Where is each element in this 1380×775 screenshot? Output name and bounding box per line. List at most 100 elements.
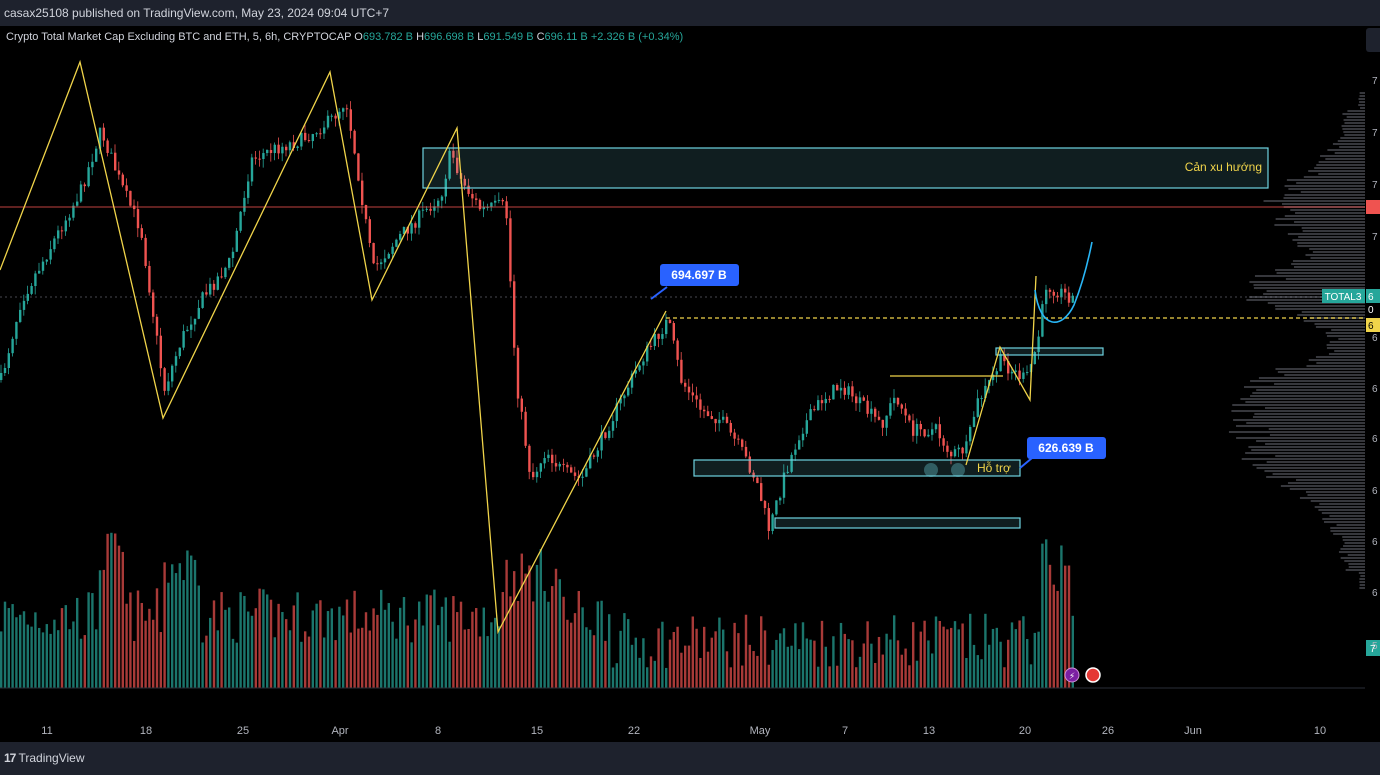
candle-body <box>68 217 71 221</box>
candle-body <box>193 318 197 325</box>
volume-profile-row <box>1287 233 1365 235</box>
volume-bar <box>718 617 721 688</box>
volume-profile-row <box>1236 437 1365 439</box>
candle-body <box>562 463 565 465</box>
candle-body <box>999 354 1002 372</box>
volume-profile-row <box>1308 170 1365 172</box>
volume-bar <box>95 629 98 688</box>
time-axis-label: 20 <box>1019 725 1031 737</box>
candle-body <box>121 174 124 186</box>
candle-body <box>912 420 915 436</box>
candle-body <box>623 395 626 399</box>
candle-body <box>57 230 60 239</box>
volume-profile-row <box>1342 128 1365 130</box>
candle-body <box>494 200 497 203</box>
price-callout-694[interactable]: 694.697 B <box>650 264 739 300</box>
zigzag-wave-line <box>0 59 667 635</box>
volume-bar <box>539 549 542 688</box>
candle-body <box>205 292 208 295</box>
volume-profile-row <box>1252 416 1365 418</box>
candle-body <box>326 115 330 128</box>
candle-body <box>969 426 972 442</box>
candle-body <box>798 440 801 450</box>
candle-body <box>813 409 816 411</box>
trend-resistance-zone[interactable] <box>422 147 1269 189</box>
volume-bar <box>1045 539 1048 688</box>
breakout-retest-zone[interactable] <box>995 347 1104 356</box>
volume-bar <box>551 586 554 688</box>
volume-bar <box>136 590 140 688</box>
candle-body <box>266 150 269 154</box>
volume-bar <box>364 612 368 688</box>
volume-bar <box>247 611 250 688</box>
candle-body <box>946 445 949 452</box>
volume-bar <box>1007 639 1010 688</box>
volume-profile-row <box>1340 557 1365 559</box>
volume-bar <box>881 654 884 688</box>
volume-profile-row <box>1249 281 1365 283</box>
candle-body <box>741 439 744 447</box>
candle-body <box>319 133 322 135</box>
candle-body <box>338 111 341 119</box>
volume-bar <box>995 627 998 688</box>
candle-body <box>91 161 94 168</box>
candle-body <box>874 408 877 417</box>
candle-body <box>1037 336 1040 353</box>
breakout-wave-line <box>965 275 1037 466</box>
volume-profile-row <box>1340 137 1365 139</box>
volume-bar <box>828 666 831 688</box>
candle-body <box>429 208 432 211</box>
candle-body <box>976 398 979 417</box>
candle-body <box>330 115 333 117</box>
volume-profile-row <box>1240 398 1365 400</box>
low-label: L <box>477 31 484 43</box>
volume-bar <box>638 657 641 688</box>
volume-bar <box>83 635 86 688</box>
us-flag-event-icon[interactable] <box>1085 667 1101 683</box>
lower-support-zone[interactable] <box>774 517 1021 529</box>
volume-bar <box>809 639 812 688</box>
volume-bar <box>953 621 957 688</box>
volume-bar <box>0 631 3 688</box>
volume-bar <box>338 606 341 688</box>
volume-bar <box>26 624 29 688</box>
price-callout-626[interactable]: 626.639 B <box>1019 437 1106 469</box>
volume-bar <box>824 646 827 688</box>
candle-body <box>159 335 162 369</box>
volume-bar <box>64 605 67 688</box>
volume-bar <box>277 603 280 688</box>
volume-bar <box>950 627 953 688</box>
candle-body <box>900 404 903 409</box>
volume-bar <box>281 612 284 688</box>
candle-body <box>836 384 839 391</box>
volume-bar <box>767 664 770 688</box>
candle-body <box>779 497 782 501</box>
volume-bar <box>68 629 71 688</box>
candle-body <box>79 184 83 202</box>
volume-bar <box>585 627 588 688</box>
volume-bar <box>847 639 850 688</box>
volume-bar <box>159 632 162 688</box>
volume-bar <box>444 597 447 688</box>
volume-profile-row <box>1328 353 1365 355</box>
volume-profile-row <box>1343 131 1365 133</box>
symbol-title[interactable]: Crypto Total Market Cap Excluding BTC an… <box>6 31 352 43</box>
volume-bar <box>197 585 200 688</box>
support-zone[interactable] <box>693 459 1021 477</box>
volume-bar <box>76 597 79 688</box>
volume-profile-row <box>1314 323 1365 325</box>
volume-profile-row <box>1347 554 1365 556</box>
scale-settings-button[interactable] <box>1366 28 1380 52</box>
volume-bar <box>912 622 915 688</box>
volume-bar <box>269 599 273 688</box>
volume-profile-row <box>1274 383 1365 385</box>
candle-body <box>117 170 121 175</box>
volume-profile-row <box>1274 305 1365 307</box>
lightning-event-icon[interactable] <box>1064 667 1080 683</box>
volume-bar <box>885 633 888 688</box>
volume-bar <box>15 617 18 688</box>
volume-bar <box>653 660 656 688</box>
volume-profile-row <box>1275 269 1365 271</box>
